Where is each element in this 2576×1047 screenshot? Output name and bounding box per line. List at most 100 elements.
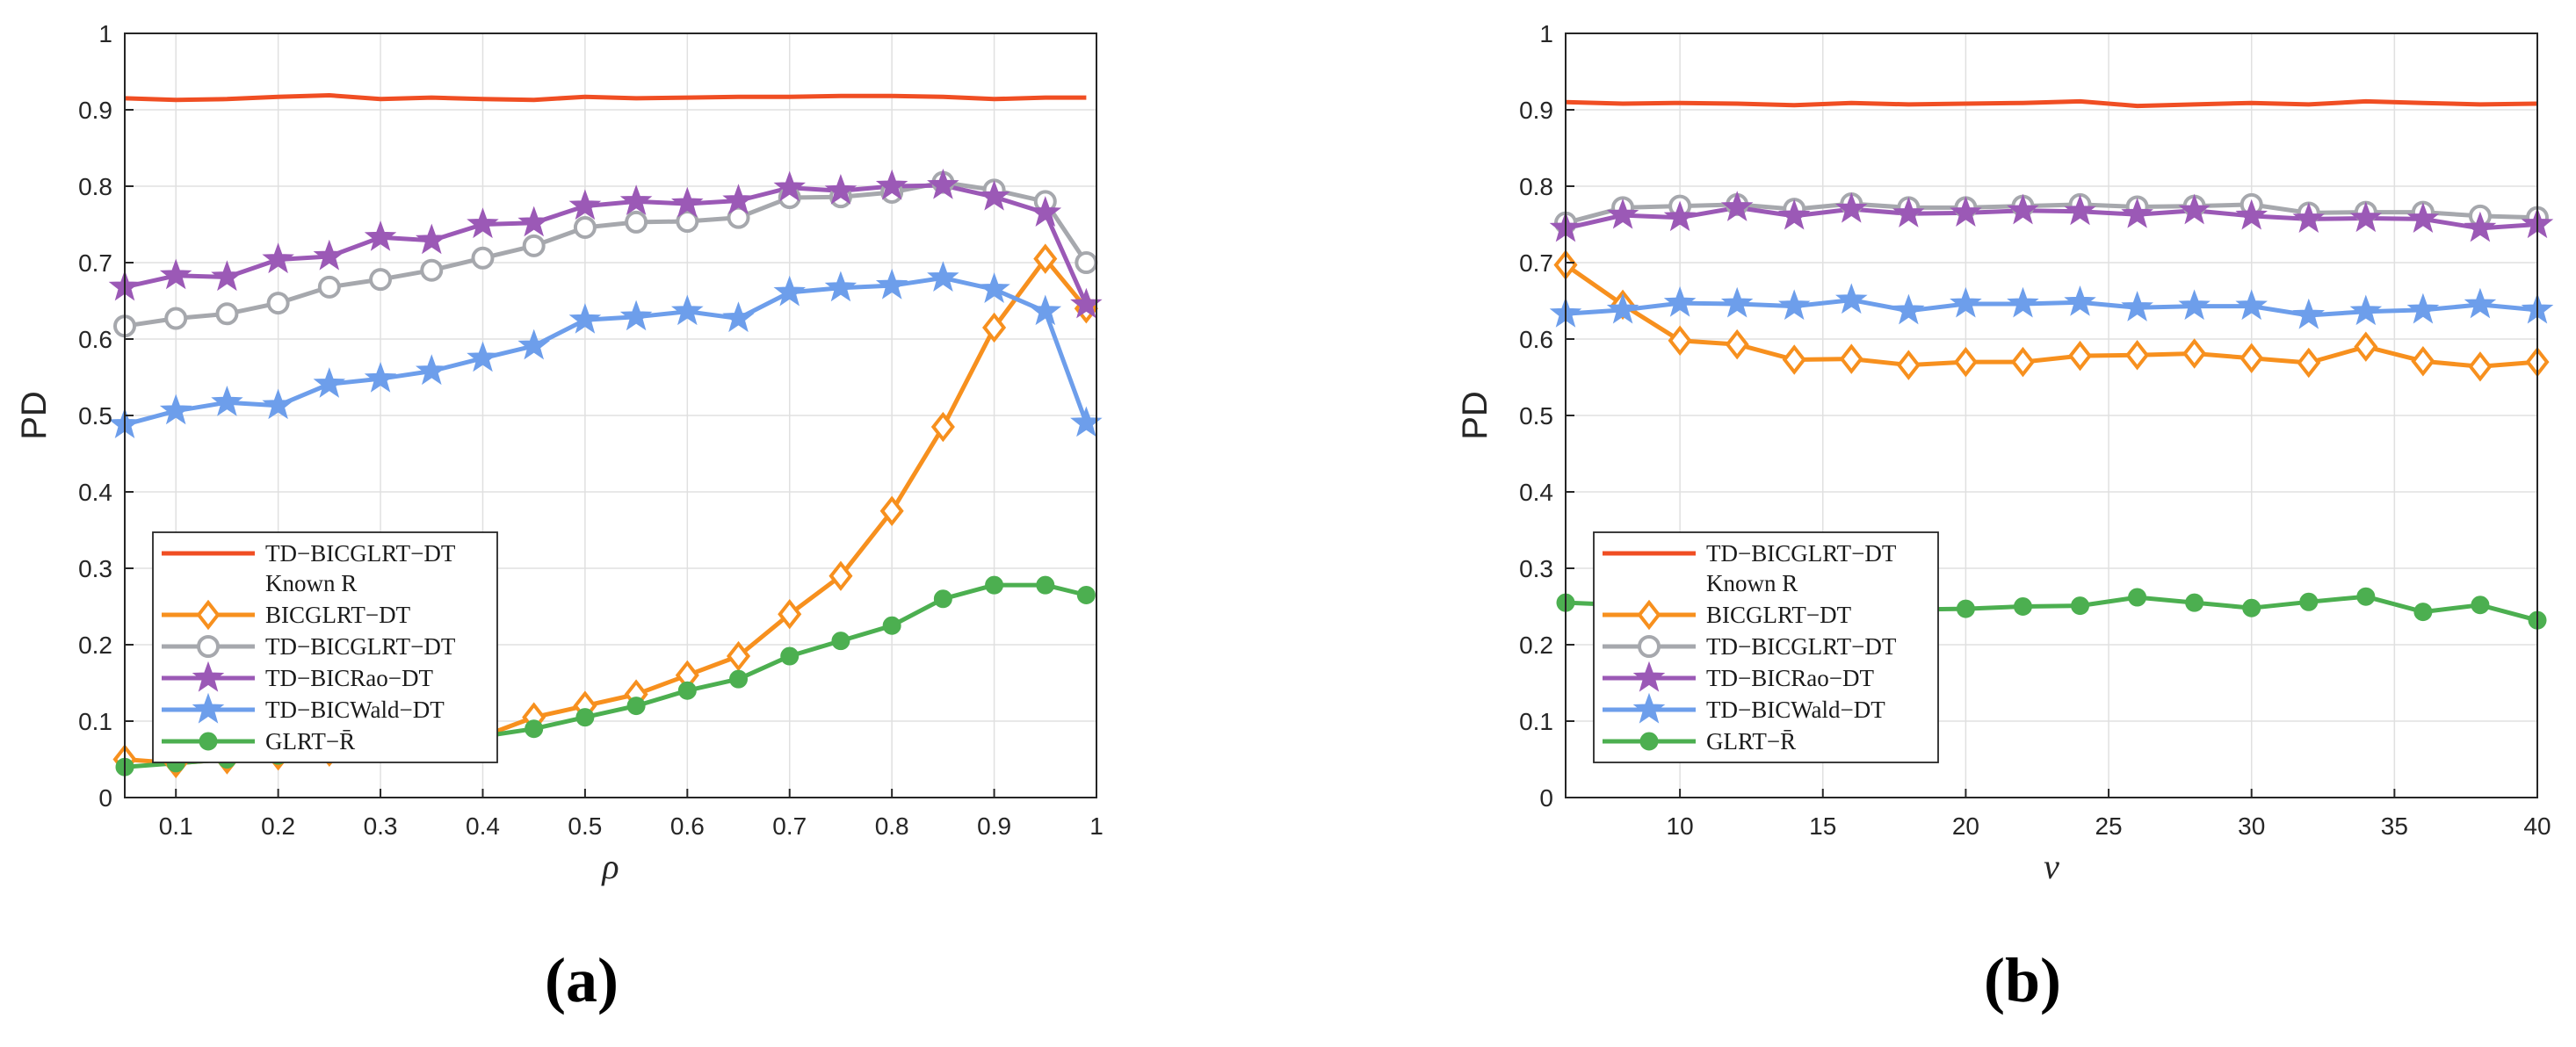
data-point-glrt_rbar: [575, 708, 595, 727]
data-point-td_bicrao: [773, 170, 806, 202]
data-point-td_bicwald: [978, 272, 1010, 303]
legend-label: TD−BICRao−DT: [1706, 665, 1874, 691]
legend-label: GLRT−R̄: [265, 728, 355, 755]
x-tick-label: 0.4: [466, 812, 500, 840]
data-point-td_bicrao: [313, 239, 346, 271]
data-point-td_bicwald: [927, 261, 959, 292]
y-tick-label: 0.6: [78, 326, 112, 353]
y-tick-label: 0.1: [78, 708, 112, 735]
data-point-td_bicrao: [671, 186, 704, 218]
data-point-td_bicwald: [670, 294, 704, 326]
data-point-td_bicwald: [1720, 286, 1754, 318]
x-tick-label: 20: [1952, 812, 1979, 840]
data-point-glrt_rbar: [2185, 593, 2204, 612]
data-point-td_bicglrt: [625, 210, 648, 234]
data-point-bicglrt: [2297, 347, 2321, 379]
data-point-bicglrt: [1782, 344, 1806, 375]
data-point-td_bicglrt: [369, 268, 393, 292]
data-point-td_bicrao: [824, 174, 857, 205]
legend-label: GLRT−R̄: [1706, 728, 1796, 755]
data-point-bicglrt: [982, 312, 1007, 343]
legend-marker-bicglrt: [1637, 599, 1661, 631]
data-point-td_bicrao: [1892, 197, 1925, 227]
legend-marker-bicglrt: [196, 599, 221, 631]
data-point-td_bicwald: [568, 303, 602, 334]
data-point-td_bicrao: [517, 206, 551, 237]
data-point-td_bicrao: [1663, 200, 1697, 232]
legend-marker-td_bicwald: [1632, 692, 1666, 724]
chart-panel-b: 0 0.1 0.2 0.3 0.4 0.5 0.6 0.7 0.8 0.9 1 10 15 20 25 30 3…: [1456, 20, 2554, 1015]
data-point-glrt_rbar: [2471, 596, 2490, 615]
panel-label: (b): [1984, 945, 2061, 1015]
data-point-bicglrt: [1668, 325, 1692, 356]
data-point-td_bicrao: [2178, 193, 2211, 225]
data-point-td_bicrao: [2292, 202, 2325, 233]
data-point-glrt_rbar: [729, 669, 749, 689]
data-point-td_bicwald: [517, 329, 551, 360]
data-point-td_bicrao: [211, 260, 243, 292]
x-tick-label: 0.2: [261, 812, 295, 840]
data-point-td_bicwald: [1778, 289, 1811, 321]
y-tick-label: 0.5: [1519, 402, 1553, 430]
data-point-td_bicrao: [2464, 211, 2497, 242]
y-tick-label: 0.9: [78, 97, 112, 124]
data-point-bicglrt: [1953, 346, 1978, 378]
data-point-glrt_rbar: [2413, 603, 2433, 622]
data-point-td_bicwald: [824, 271, 857, 302]
data-point-td_bicwald: [1950, 286, 1982, 318]
x-tick-label: 0.6: [670, 812, 705, 840]
legend-label-line2: Known R: [1706, 570, 1798, 596]
y-tick-label: 0.2: [1519, 632, 1553, 659]
data-point-td_bicwald: [1606, 292, 1639, 324]
legend-marker-glrt_rbar: [1639, 732, 1659, 751]
legend-marker-td_bicglrt: [197, 635, 220, 658]
legend-label: TD−BICWald−DT: [1706, 697, 1885, 723]
data-point-glrt_rbar: [1036, 575, 1055, 595]
data-point-td_bicrao: [568, 189, 602, 220]
y-tick-label: 0: [98, 784, 112, 812]
y-tick-label: 0: [1539, 784, 1553, 812]
data-point-td_bicglrt: [522, 234, 546, 257]
data-point-td_bicglrt: [1075, 251, 1098, 274]
data-point-td_bicwald: [1835, 283, 1868, 314]
x-tick-label: 0.5: [568, 812, 602, 840]
x-tick-label: 25: [2095, 812, 2122, 840]
data-point-bicglrt: [2010, 346, 2036, 378]
x-axis-label: ν: [2044, 847, 2059, 886]
data-point-glrt_rbar: [2299, 592, 2319, 611]
data-point-td_bicrao: [262, 242, 294, 274]
data-point-td_bicglrt: [266, 292, 290, 315]
series-line-known_r: [1565, 98, 2538, 109]
data-point-td_bicrao: [1029, 196, 1062, 227]
series-line-known_r: [124, 93, 1087, 103]
legend-label: TD−BICGLRT−DT: [265, 540, 456, 567]
data-point-td_bicrao: [722, 184, 755, 215]
legend-marker-td_bicglrt: [1638, 635, 1661, 658]
data-point-td_bicrao: [1606, 198, 1639, 229]
data-point-td_bicrao: [875, 169, 908, 200]
data-point-td_bicglrt: [573, 215, 597, 239]
data-point-glrt_rbar: [2071, 596, 2090, 616]
legend-marker-td_bicrao: [1632, 661, 1666, 692]
data-point-glrt_rbar: [2242, 598, 2261, 617]
y-tick-label: 0.4: [78, 479, 112, 506]
y-tick-label: 0.8: [78, 173, 112, 200]
data-point-glrt_rbar: [1956, 599, 1975, 618]
y-tick-label: 1: [98, 20, 112, 47]
data-point-bicglrt: [2125, 340, 2150, 371]
data-point-bicglrt: [2468, 351, 2493, 382]
data-point-td_bicrao: [1835, 191, 1868, 223]
data-point-bicglrt: [1839, 343, 1863, 374]
x-tick-label: 35: [2381, 812, 2408, 840]
y-tick-label: 0.9: [1519, 97, 1553, 124]
data-point-glrt_rbar: [1076, 585, 1096, 604]
legend-label: TD−BICWald−DT: [265, 697, 445, 723]
data-point-td_bicglrt: [215, 302, 239, 326]
data-point-td_bicwald: [313, 367, 346, 398]
legend-label: TD−BICGLRT−DT: [265, 633, 456, 660]
y-tick-label: 0.4: [1519, 479, 1553, 506]
x-axis-label: ρ: [600, 847, 619, 886]
legend: TD−BICGLRT−DT Known R BICGLRT−DT TD−BICGLRT…: [152, 531, 498, 763]
legend-marker-td_bicwald: [192, 692, 225, 724]
